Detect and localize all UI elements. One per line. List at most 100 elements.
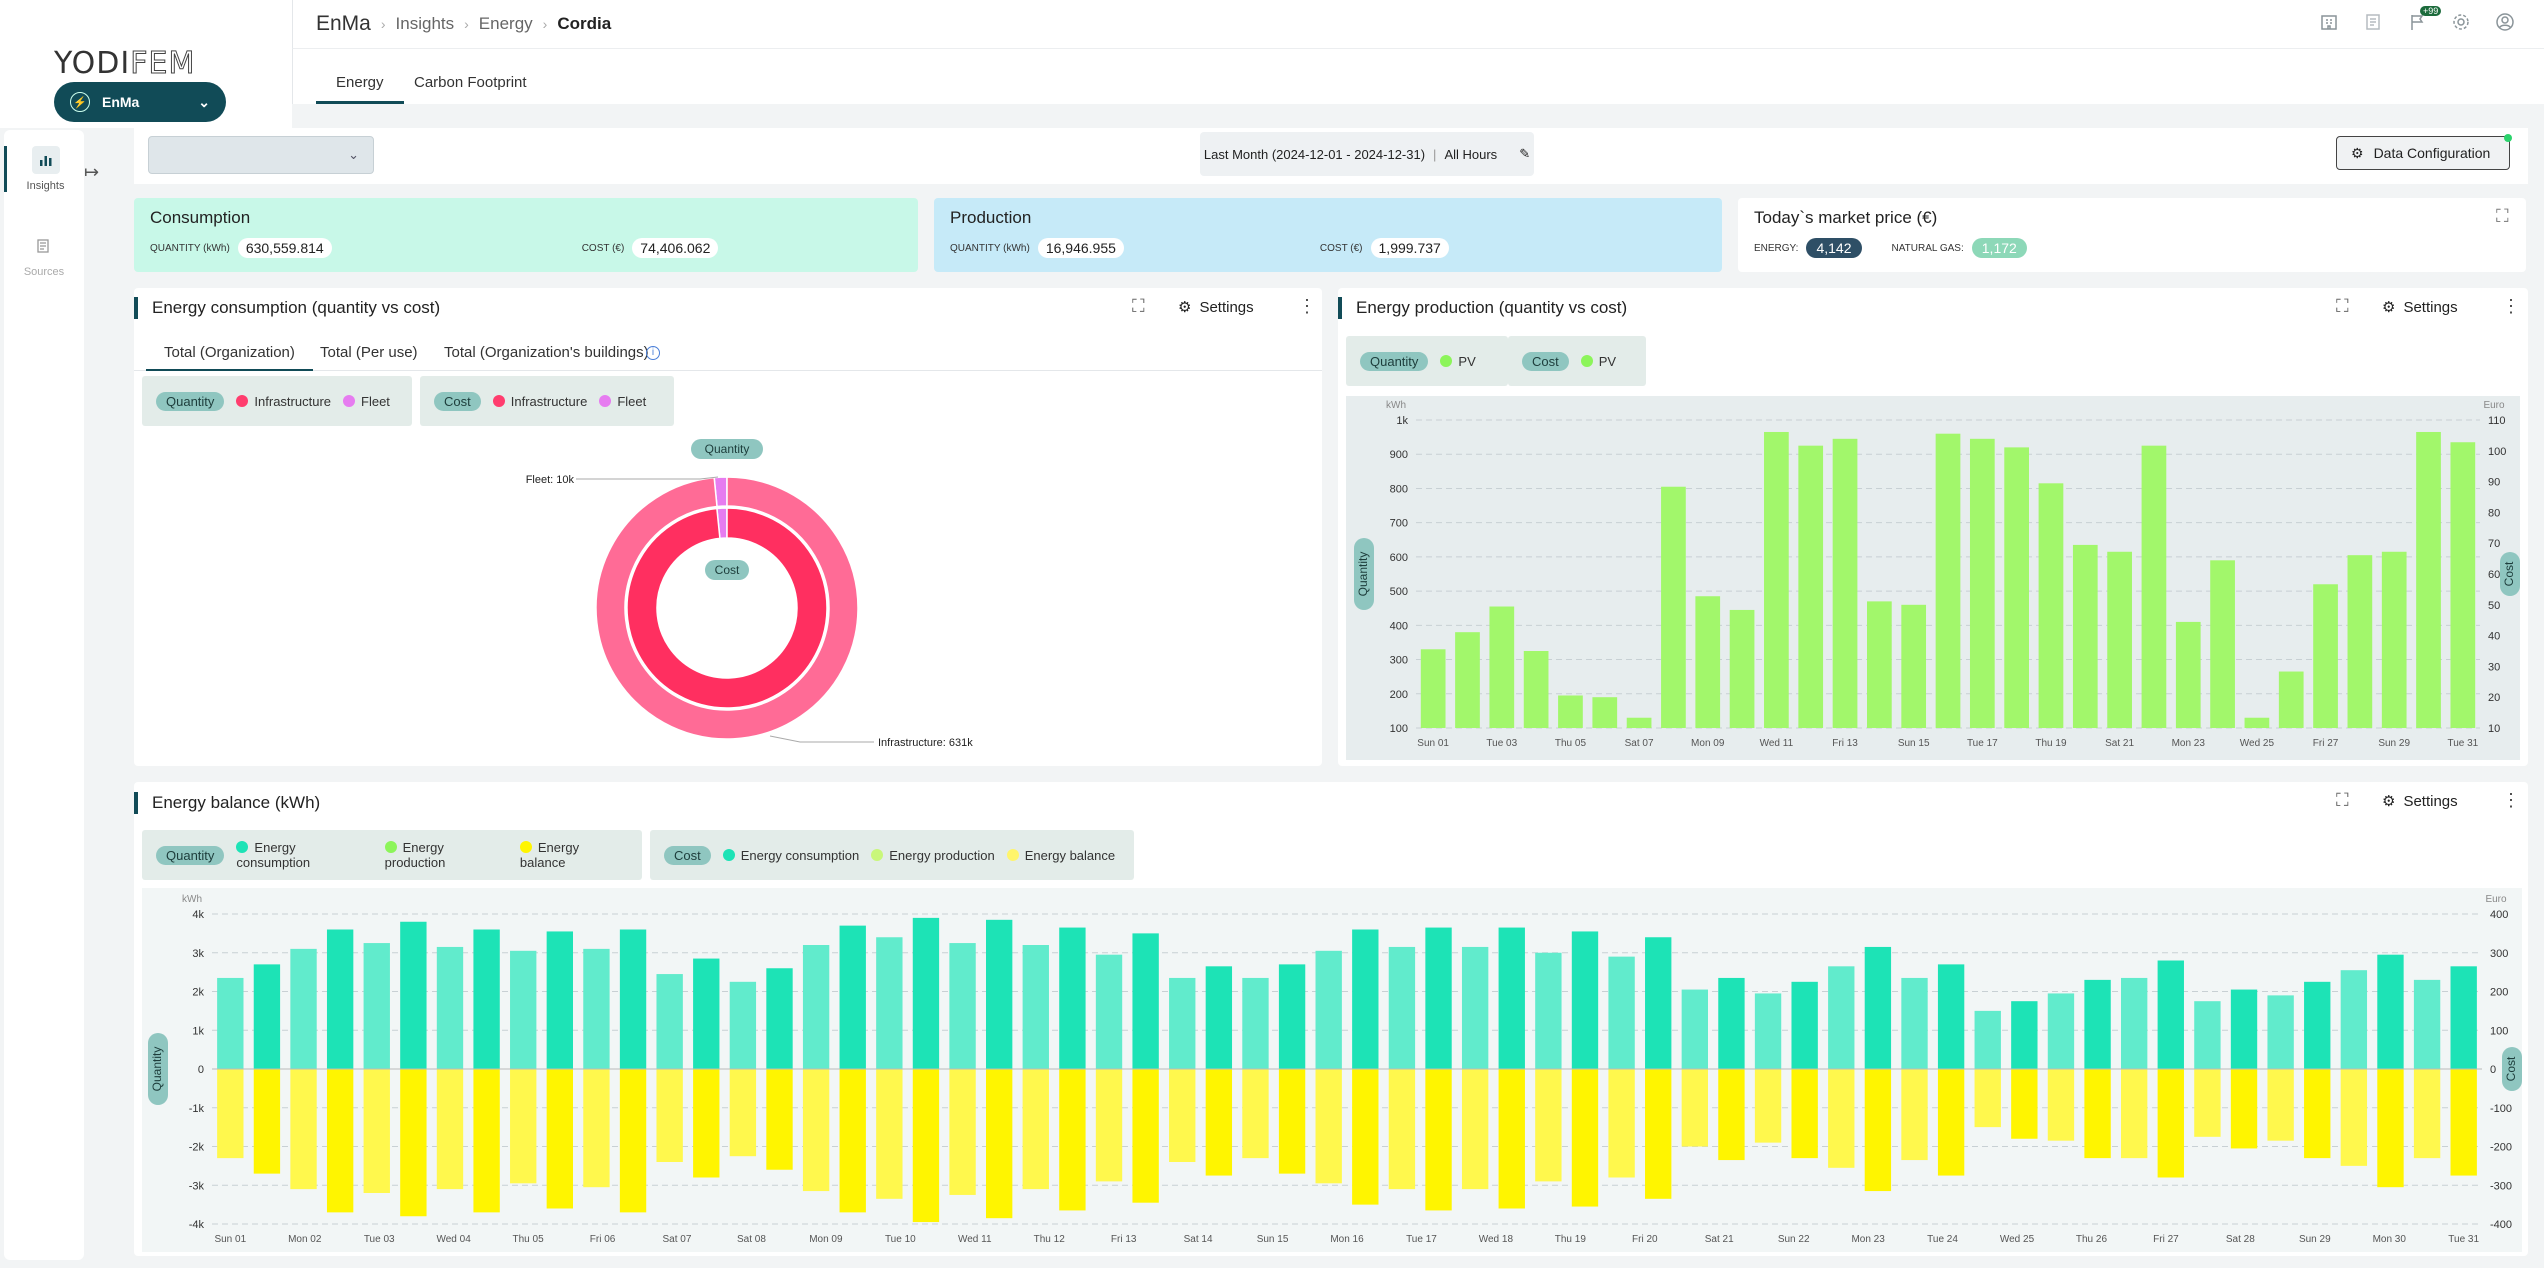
y-tick-label: 100 [1390, 723, 1408, 735]
subtab-total-buildings[interactable]: Total (Organization's buildings) [444, 344, 649, 361]
bar-energy-balance [1681, 1069, 1709, 1147]
bolt-icon: ⚡ [70, 92, 90, 112]
y2-unit-label: Euro [2485, 894, 2507, 905]
y-tick-label: 4k [192, 909, 204, 921]
app-selector[interactable]: ⚡ EnMa ⌄ [54, 82, 226, 122]
subtab-total-organization[interactable]: Total (Organization) [146, 344, 313, 371]
expand-icon[interactable]: ⛶ [2336, 790, 2349, 810]
flag-icon[interactable] [2406, 12, 2428, 34]
y2-tick-label: 400 [2490, 909, 2508, 921]
bar-energy-balance [217, 1069, 244, 1159]
expand-rail-icon[interactable]: ↦ [84, 162, 100, 182]
ring-label-cost: Cost [715, 563, 740, 577]
bar-energy-balance [1022, 1069, 1049, 1190]
x-tick-label: Tue 10 [885, 1234, 916, 1245]
x-tick-label: Wed 18 [1479, 1234, 1514, 1245]
breadcrumb-energy[interactable]: Energy [478, 14, 533, 33]
bar-energy-consumption [1278, 964, 1306, 1069]
user-icon[interactable] [2494, 12, 2516, 34]
breadcrumb-insights[interactable]: Insights [395, 14, 455, 33]
gear-icon[interactable] [2450, 12, 2472, 34]
bar-energy-consumption [400, 921, 427, 1069]
data-configuration-button[interactable]: ⚙ Data Configuration [2336, 134, 2512, 170]
x-tick-label: Mon 23 [1851, 1234, 1885, 1245]
legend-item[interactable]: PV [1580, 354, 1616, 369]
more-menu-icon[interactable]: ⋮ [2502, 790, 2520, 810]
x-tick-label: Fri 13 [1832, 738, 1858, 749]
y2-tick-label: 30 [2488, 661, 2500, 673]
chevron-down-icon: ⌄ [198, 93, 210, 110]
expand-icon[interactable]: ⛶ [2336, 296, 2349, 316]
legend-item[interactable]: Energy balance [1006, 848, 1115, 863]
qty-value: 16,946.955 [1037, 238, 1124, 258]
breadcrumb-root[interactable]: EnMa [316, 12, 371, 35]
building-icon[interactable] [2318, 12, 2340, 34]
document-icon[interactable] [2362, 12, 2384, 34]
x-tick-label: Sat 28 [2226, 1234, 2255, 1245]
edit-icon[interactable]: ✎ [1519, 146, 1531, 161]
bar-energy-consumption [1791, 981, 1818, 1069]
legend-item[interactable]: Energy consumption [236, 840, 311, 870]
bar-energy-balance [1571, 1069, 1599, 1207]
subtab-total-per-use[interactable]: Total (Per use) [320, 344, 418, 361]
legend-item[interactable]: Energy consumption [722, 848, 859, 863]
legend-item[interactable]: PV [1440, 354, 1476, 369]
bar-energy-consumption [2267, 995, 2294, 1069]
x-tick-label: Thu 05 [513, 1234, 545, 1245]
settings-button[interactable]: ⚙ Settings [2382, 298, 2458, 317]
x-tick-label: Tue 31 [2447, 738, 2478, 749]
bar-pv [1523, 651, 1549, 728]
rail-item-insights[interactable]: Insights [4, 146, 84, 192]
gas-price: 1,172 [1971, 238, 2027, 258]
x-tick-label: Fri 27 [2153, 1234, 2179, 1245]
legend-item[interactable]: Fleet [343, 394, 390, 409]
bar-pv [2450, 442, 2476, 728]
legend-item[interactable]: Fleet [599, 394, 646, 409]
bar-energy-consumption [656, 974, 683, 1069]
x-tick-label: Tue 03 [1486, 738, 1517, 749]
hours-text: All Hours [1444, 146, 1498, 162]
more-menu-icon[interactable]: ⋮ [2502, 296, 2520, 316]
legend-item[interactable]: Infrastructure [492, 394, 587, 409]
legend-item[interactable]: Infrastructure [236, 394, 331, 409]
bar-pv [2313, 584, 2338, 728]
bar-energy-consumption [1425, 927, 1452, 1069]
legend-item[interactable]: Energy production [871, 848, 995, 863]
bar-energy-consumption [1754, 993, 1782, 1069]
legend-item[interactable]: Energy balance [519, 840, 580, 870]
info-icon[interactable]: i [646, 346, 660, 360]
bar-energy-balance [2084, 1069, 2111, 1159]
bar-energy-consumption [1901, 977, 1928, 1069]
expand-icon[interactable]: ⛶ [2496, 206, 2509, 226]
bar-energy-balance [2450, 1069, 2477, 1176]
settings-button[interactable]: ⚙ Settings [2382, 792, 2458, 811]
x-tick-label: Sun 15 [1257, 1234, 1289, 1245]
date-range-picker[interactable]: Last Month (2024-12-01 - 2024-12-31) | A… [1200, 132, 1534, 176]
bar-energy-balance [985, 1069, 1013, 1219]
legend-quantity: Quantity Infrastructure Fleet [142, 376, 412, 426]
notification-badge: +99 [2420, 6, 2442, 16]
site-select[interactable]: ⌄ [148, 136, 374, 174]
bar-energy-balance [876, 1069, 903, 1199]
expand-icon[interactable]: ⛶ [1132, 296, 1145, 316]
y2-tick-label: -100 [2490, 1103, 2512, 1115]
settings-button[interactable]: ⚙ Settings [1178, 298, 1254, 317]
tab-energy[interactable]: Energy [316, 74, 404, 104]
bar-energy-consumption [583, 948, 610, 1069]
y-tick-label: 500 [1390, 586, 1408, 598]
y-tick-label: 400 [1390, 620, 1408, 632]
more-menu-icon[interactable]: ⋮ [1298, 296, 1316, 316]
kpi-consumption: Consumption QUANTITY (kWh) 630,559.814 C… [134, 198, 918, 272]
x-tick-label: Wed 25 [2000, 1234, 2035, 1245]
bar-energy-balance [400, 1069, 427, 1217]
bar-energy-consumption [912, 917, 940, 1069]
bar-energy-balance [1901, 1069, 1928, 1161]
rail-item-sources[interactable]: Sources [4, 232, 84, 278]
bar-energy-consumption [802, 945, 830, 1069]
bar-energy-consumption [619, 929, 647, 1069]
bar-energy-consumption [876, 937, 903, 1069]
tab-carbon-footprint[interactable]: Carbon Footprint [414, 74, 527, 91]
y2-tick-label: 200 [2490, 987, 2508, 999]
legend-item[interactable]: Energy production [384, 840, 446, 870]
settings-icon: ⚙ [2382, 299, 2396, 316]
